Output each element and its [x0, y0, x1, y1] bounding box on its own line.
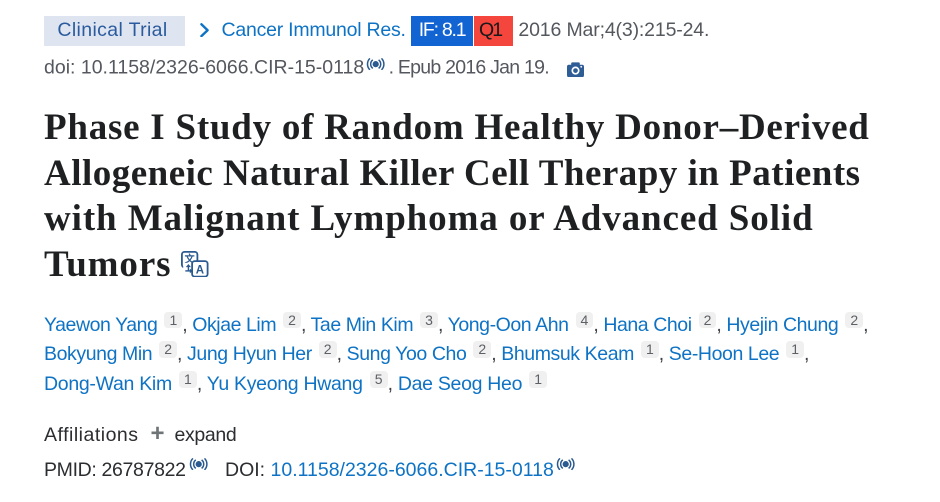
svg-text:A: A — [196, 264, 204, 276]
svg-text:文: 文 — [185, 252, 196, 265]
